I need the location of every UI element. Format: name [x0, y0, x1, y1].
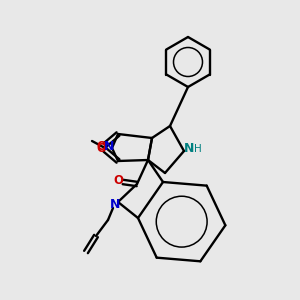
Text: O: O [96, 142, 106, 154]
Text: N: N [110, 197, 120, 211]
Text: O: O [113, 175, 123, 188]
Text: H: H [194, 144, 202, 154]
Text: N: N [184, 142, 194, 155]
Text: O: O [96, 140, 106, 154]
Text: N: N [104, 140, 114, 154]
